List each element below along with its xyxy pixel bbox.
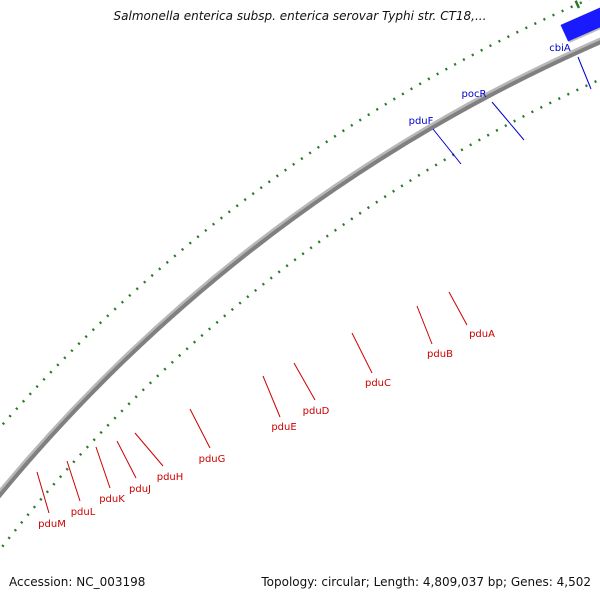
leader-line [448,291,468,326]
gene-label-pduJ: pduJ [129,484,151,495]
map-title: Salmonella enterica subsp. enterica sero… [113,9,487,23]
leader-line [491,101,525,141]
gene-label-pocR: pocR [462,89,487,100]
gene-label-pduD: pduD [303,406,330,417]
gene-label-pduL: pduL [71,507,96,518]
major-tick [574,0,581,9]
gene-label-pduB: pduB [427,349,453,360]
leader-line [262,375,281,418]
gene-label-pduF: pduF [409,116,434,127]
accession-text: Accession: NC_003198 [9,575,146,589]
leader-line [95,446,111,489]
gene-label-pduH: pduH [157,472,184,483]
gene-label-pduG: pduG [199,454,226,465]
gene-label-pduE: pduE [271,422,296,433]
leader-line [577,56,592,90]
outer-tick-ring [0,0,591,430]
leader-line [416,305,433,345]
leader-line [351,332,373,374]
leader-line [66,460,81,502]
leader-line [134,432,164,467]
gene-label-pduA: pduA [469,329,495,340]
gene-label-pduK: pduK [99,494,125,505]
backbone-shadow [0,37,600,497]
gene-label-pduC: pduC [365,378,391,389]
genome-backbone [0,40,600,499]
genome-summary-text: Topology: circular; Length: 4,809,037 bp… [261,575,591,589]
leader-line [432,128,462,165]
gene-cbiA [560,7,600,42]
gene-label-pduM: pduM [38,519,66,530]
leader-line [293,362,316,401]
leader-line [189,408,211,449]
leader-line [36,471,50,514]
gene-label-cbiA: cbiA [549,43,571,54]
leader-line [116,440,137,479]
